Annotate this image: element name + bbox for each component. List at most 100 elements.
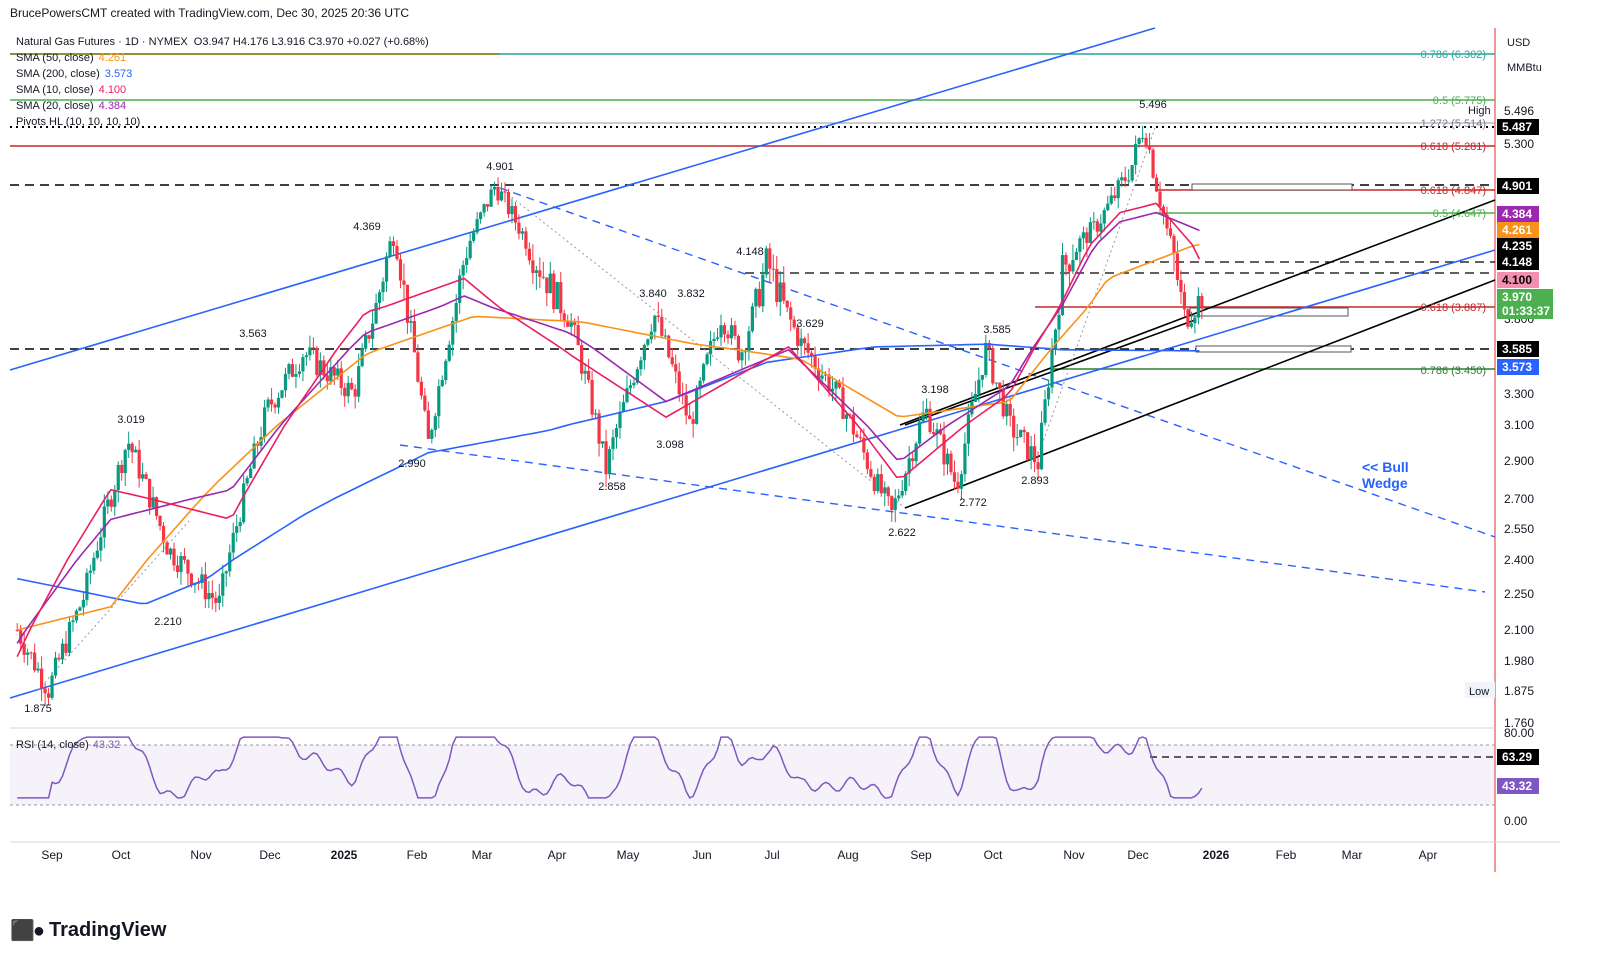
candle-body <box>660 317 664 336</box>
pivot-label: 2.622 <box>888 527 916 539</box>
tradingview-brand[interactable]: ⬛● TradingView <box>10 918 166 943</box>
candle-body <box>374 302 378 324</box>
candle-body <box>1046 387 1051 400</box>
legend-item[interactable]: SMA (200, close) 3.573 <box>16 68 132 80</box>
candle-body <box>106 499 110 507</box>
candle-body <box>517 222 521 234</box>
pivot-label: 3.019 <box>117 414 145 426</box>
candle-body <box>1165 214 1169 229</box>
chart-legend[interactable]: Natural Gas Futures · 1D · NYMEX O3.947 H… <box>16 36 429 128</box>
price-badge-text: 4.100 <box>1502 273 1532 287</box>
candle-body <box>95 550 99 558</box>
price-badge-text: 4.384 <box>1502 207 1532 221</box>
price-tick: 2.900 <box>1504 454 1534 468</box>
month-tick: Dec <box>1127 848 1148 862</box>
support-channel-lower <box>904 279 1496 509</box>
rsi-legend[interactable]: RSI (14, close) 43.32 <box>16 739 120 751</box>
candle-body <box>489 189 493 207</box>
series-line-sma-20-close- <box>16 211 1200 644</box>
legend-symbol[interactable]: Natural Gas Futures · 1D · NYMEX O3.947 H… <box>16 36 429 48</box>
candle-body <box>708 340 713 355</box>
price-badge-text: 01:33:37 <box>1502 304 1550 318</box>
candle-body <box>1043 399 1047 423</box>
candle-body <box>1179 279 1183 292</box>
candle-body <box>548 273 552 294</box>
legend-item[interactable]: SMA (10, close) 4.100 <box>16 84 126 96</box>
low-value: 1.875 <box>1504 684 1534 698</box>
candle-body <box>405 284 410 323</box>
series-line-sma-200-close- <box>17 343 1200 605</box>
candle-body <box>224 571 228 574</box>
candle-body <box>249 468 253 478</box>
candle-body <box>353 389 357 397</box>
candle-body <box>419 381 423 396</box>
candle-body <box>963 443 967 475</box>
price-badge-bg <box>1497 222 1539 238</box>
low-label-bg <box>1465 682 1495 698</box>
candle-body <box>740 352 744 361</box>
candle-body <box>1109 195 1113 204</box>
legend-item[interactable]: SMA (50, close) 4.261 <box>16 52 126 64</box>
price-badge-bg <box>1497 178 1539 194</box>
candle-body <box>506 192 511 215</box>
candle-body <box>1154 177 1159 192</box>
candle-body <box>245 477 249 484</box>
legend-item-value: 3.573 <box>105 68 133 80</box>
legend-item[interactable]: SMA (20, close) 4.384 <box>16 100 126 112</box>
candle-body <box>1141 137 1145 139</box>
candle-body <box>217 595 221 603</box>
pivot-label: 2.990 <box>398 458 426 470</box>
candle-body <box>552 273 556 310</box>
price-tick: 3.300 <box>1504 387 1534 401</box>
month-tick: Aug <box>837 848 858 862</box>
candle-body <box>628 385 633 389</box>
fib-label: 0.786 (6.302) <box>1421 49 1486 61</box>
candle-body <box>635 369 640 383</box>
fib-label: 0.5 (4.647) <box>1433 208 1486 220</box>
candle-body <box>53 657 58 676</box>
candle-body <box>1039 422 1044 470</box>
candle-body <box>290 364 295 377</box>
candle-body <box>465 258 469 265</box>
high-label: High <box>1468 105 1491 117</box>
candle-body <box>771 268 775 270</box>
candle-body <box>695 388 699 424</box>
high-value: 5.496 <box>1504 104 1534 118</box>
candle-body <box>646 339 650 345</box>
candle-body <box>116 464 120 491</box>
candle-body <box>60 643 65 660</box>
candle-body <box>792 319 796 328</box>
candle-body <box>1137 138 1141 144</box>
candle-body <box>545 277 549 294</box>
candle-body <box>702 364 706 381</box>
candle-body <box>273 404 277 408</box>
candle-body <box>161 525 166 543</box>
candle-body <box>346 382 350 397</box>
candle-body <box>663 335 667 337</box>
candle-body <box>973 393 977 402</box>
candle-body <box>221 573 225 596</box>
price-tick: 2.700 <box>1504 492 1534 506</box>
candle-body <box>883 487 887 494</box>
candle-body <box>430 429 434 439</box>
candle-body <box>750 306 754 332</box>
candle-body <box>367 335 371 339</box>
bull-wedge-annotation-line2: Wedge <box>1362 475 1408 491</box>
candle-body <box>949 453 953 473</box>
candle-body <box>768 248 772 269</box>
candle-body <box>377 292 382 303</box>
candle-body <box>820 375 824 379</box>
candle-body <box>479 212 483 220</box>
candle-body <box>911 458 915 462</box>
candle-body <box>764 248 768 275</box>
rsi-tick-80: 80.00 <box>1504 726 1534 740</box>
candle-body <box>1067 264 1072 272</box>
candle-body <box>165 542 169 555</box>
candle-body <box>1127 180 1131 182</box>
price-tick: 2.100 <box>1504 623 1534 637</box>
candle-body <box>667 335 671 358</box>
price-badge-bg <box>1497 359 1539 375</box>
legend-item[interactable]: Pivots HL (10, 10, 10, 10) <box>16 116 140 128</box>
